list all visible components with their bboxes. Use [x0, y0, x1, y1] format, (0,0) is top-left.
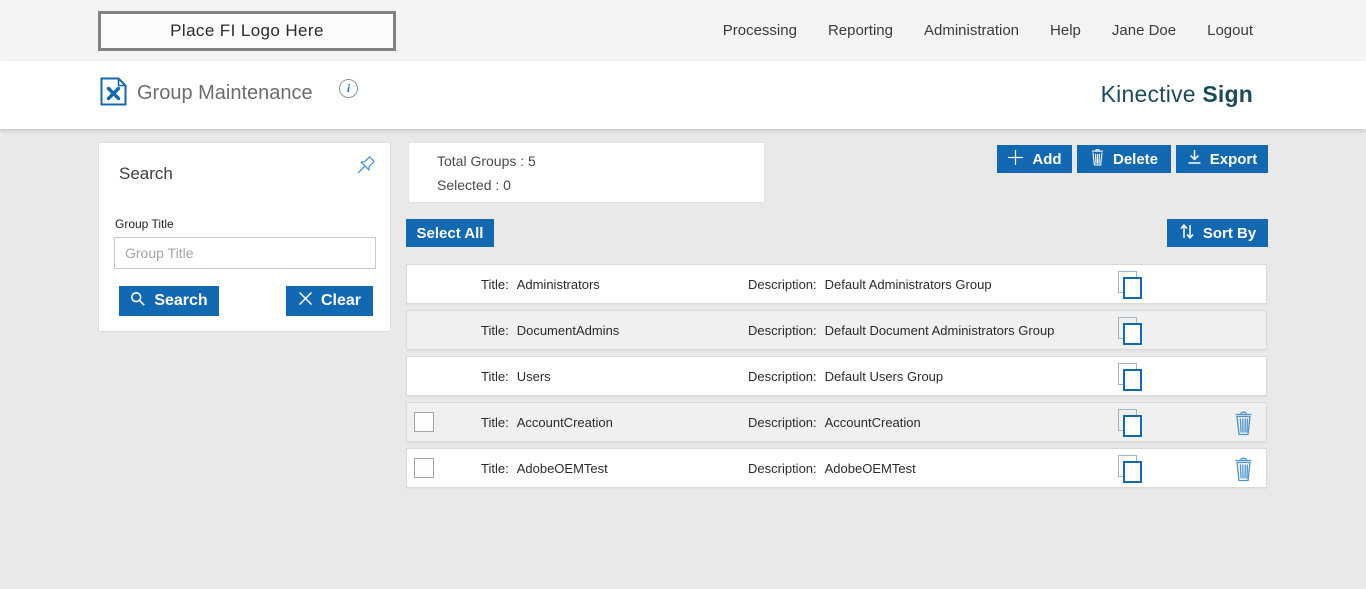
select-all-button-label: Select All	[416, 224, 484, 242]
search-button[interactable]: Search	[119, 286, 219, 316]
delete-button[interactable]: Delete	[1077, 145, 1171, 173]
summary-panel: Total Groups : 5 Selected : 0	[408, 142, 765, 203]
download-icon	[1187, 149, 1202, 169]
nav-item-help[interactable]: Help	[1050, 22, 1081, 39]
group-title-label: Group Title	[115, 217, 174, 231]
search-panel: Search Group Title Search Clear	[98, 142, 391, 332]
row-description-value: Default Document Administrators Group	[824, 322, 1055, 338]
row-description: Description: Default Administrators Group	[748, 265, 992, 303]
group-row: Title: Users Description: Default Users Gr…	[406, 356, 1267, 396]
copy-front-sheet	[1123, 277, 1142, 299]
nav-item-logout[interactable]: Logout	[1207, 22, 1253, 39]
row-checkbox[interactable]	[414, 458, 434, 478]
row-description: Description: Default Users Group	[748, 357, 943, 395]
brand-logo: Kinective Sign	[1101, 81, 1253, 108]
nav-item-administration[interactable]: Administration	[923, 22, 1020, 39]
delete-row-icon[interactable]	[1232, 410, 1254, 437]
copy-front-sheet	[1123, 369, 1142, 391]
row-title: Title: Users	[481, 357, 551, 395]
copy-group-icon[interactable]	[1117, 363, 1147, 393]
row-title-value: Users	[516, 368, 551, 384]
row-description-label: Description:	[748, 276, 817, 292]
nav-item-processing[interactable]: Processing	[722, 22, 797, 39]
add-button-label: Add	[1032, 150, 1062, 168]
copy-front-sheet	[1123, 461, 1142, 483]
group-row: Title: AdobeOEMTest Description: AdobeOEMT…	[406, 448, 1267, 488]
groups-list: Title: Administrators Description: Default…	[406, 264, 1267, 494]
row-title-label: Title:	[481, 276, 509, 292]
row-title-label: Title:	[481, 368, 509, 384]
add-button[interactable]: Add	[997, 145, 1072, 173]
row-title: Title: AdobeOEMTest	[481, 449, 608, 487]
row-title-value: DocumentAdmins	[516, 322, 620, 338]
export-button[interactable]: Export	[1176, 145, 1268, 173]
group-row: Title: Administrators Description: Default…	[406, 264, 1267, 304]
copy-group-icon[interactable]	[1117, 317, 1147, 347]
page-title: Group Maintenance	[137, 82, 313, 104]
row-title-label: Title:	[481, 322, 509, 338]
row-title: Title: AccountCreation	[481, 403, 613, 441]
top-bar: Place FI Logo Here Processing Reporting Ad…	[0, 0, 1366, 61]
row-title-value: AccountCreation	[516, 414, 613, 430]
row-description: Description: Default Document Administrat…	[748, 311, 1054, 349]
page-header-band: Group Maintenance i Kinective Sign	[0, 61, 1366, 129]
group-row: Title: AccountCreation Description: Accoun…	[406, 402, 1267, 442]
row-description-label: Description:	[748, 368, 817, 384]
copy-front-sheet	[1123, 415, 1142, 437]
fi-logo-placeholder: Place FI Logo Here	[98, 11, 396, 51]
search-button-label: Search	[154, 292, 208, 309]
group-maintenance-icon	[100, 77, 127, 111]
plus-icon	[1007, 149, 1024, 170]
trash-icon	[1090, 148, 1105, 170]
brand-bold: Sign	[1202, 81, 1253, 107]
clear-button[interactable]: Clear	[286, 286, 373, 316]
row-description-label: Description:	[748, 460, 817, 476]
sort-arrows-icon	[1179, 223, 1195, 244]
row-description-label: Description:	[748, 322, 817, 338]
clear-x-icon	[298, 291, 313, 311]
row-title-label: Title:	[481, 414, 509, 430]
group-row: Title: DocumentAdmins Description: Default…	[406, 310, 1267, 350]
nav-item-reporting[interactable]: Reporting	[827, 22, 893, 39]
row-title: Title: Administrators	[481, 265, 600, 303]
nav-item-jane-doe[interactable]: Jane Doe	[1111, 22, 1177, 39]
delete-button-label: Delete	[1112, 150, 1159, 168]
search-panel-title: Search	[119, 164, 173, 183]
select-all-button[interactable]: Select All	[406, 219, 494, 247]
selected-count: Selected : 0	[437, 177, 511, 193]
search-icon	[130, 291, 146, 312]
row-title-value: AdobeOEMTest	[516, 460, 608, 476]
clear-button-label: Clear	[320, 292, 362, 309]
copy-group-icon[interactable]	[1117, 271, 1147, 301]
row-title-value: Administrators	[516, 276, 600, 292]
sort-by-button-label: Sort By	[1202, 224, 1257, 242]
copy-group-icon[interactable]	[1117, 409, 1147, 439]
row-description: Description: AccountCreation	[748, 403, 921, 441]
pin-icon[interactable]	[352, 153, 378, 184]
row-description-value: Default Administrators Group	[824, 276, 992, 292]
row-description-value: Default Users Group	[824, 368, 944, 384]
row-description: Description: AdobeOEMTest	[748, 449, 916, 487]
group-title-input[interactable]	[114, 237, 376, 269]
row-title-label: Title:	[481, 460, 509, 476]
sort-by-button[interactable]: Sort By	[1167, 219, 1268, 247]
copy-front-sheet	[1123, 323, 1142, 345]
row-description-value: AdobeOEMTest	[824, 460, 916, 476]
export-button-label: Export	[1209, 150, 1258, 168]
delete-row-icon[interactable]	[1232, 456, 1254, 483]
copy-group-icon[interactable]	[1117, 455, 1147, 485]
total-groups-count: Total Groups : 5	[437, 153, 536, 169]
row-description-value: AccountCreation	[824, 414, 921, 430]
row-title: Title: DocumentAdmins	[481, 311, 619, 349]
row-checkbox[interactable]	[414, 412, 434, 432]
brand-regular: Kinective	[1100, 81, 1196, 107]
top-nav: Processing Reporting Administration Help Jan…	[723, 0, 1253, 61]
info-icon[interactable]: i	[339, 79, 358, 98]
row-description-label: Description:	[748, 414, 817, 430]
